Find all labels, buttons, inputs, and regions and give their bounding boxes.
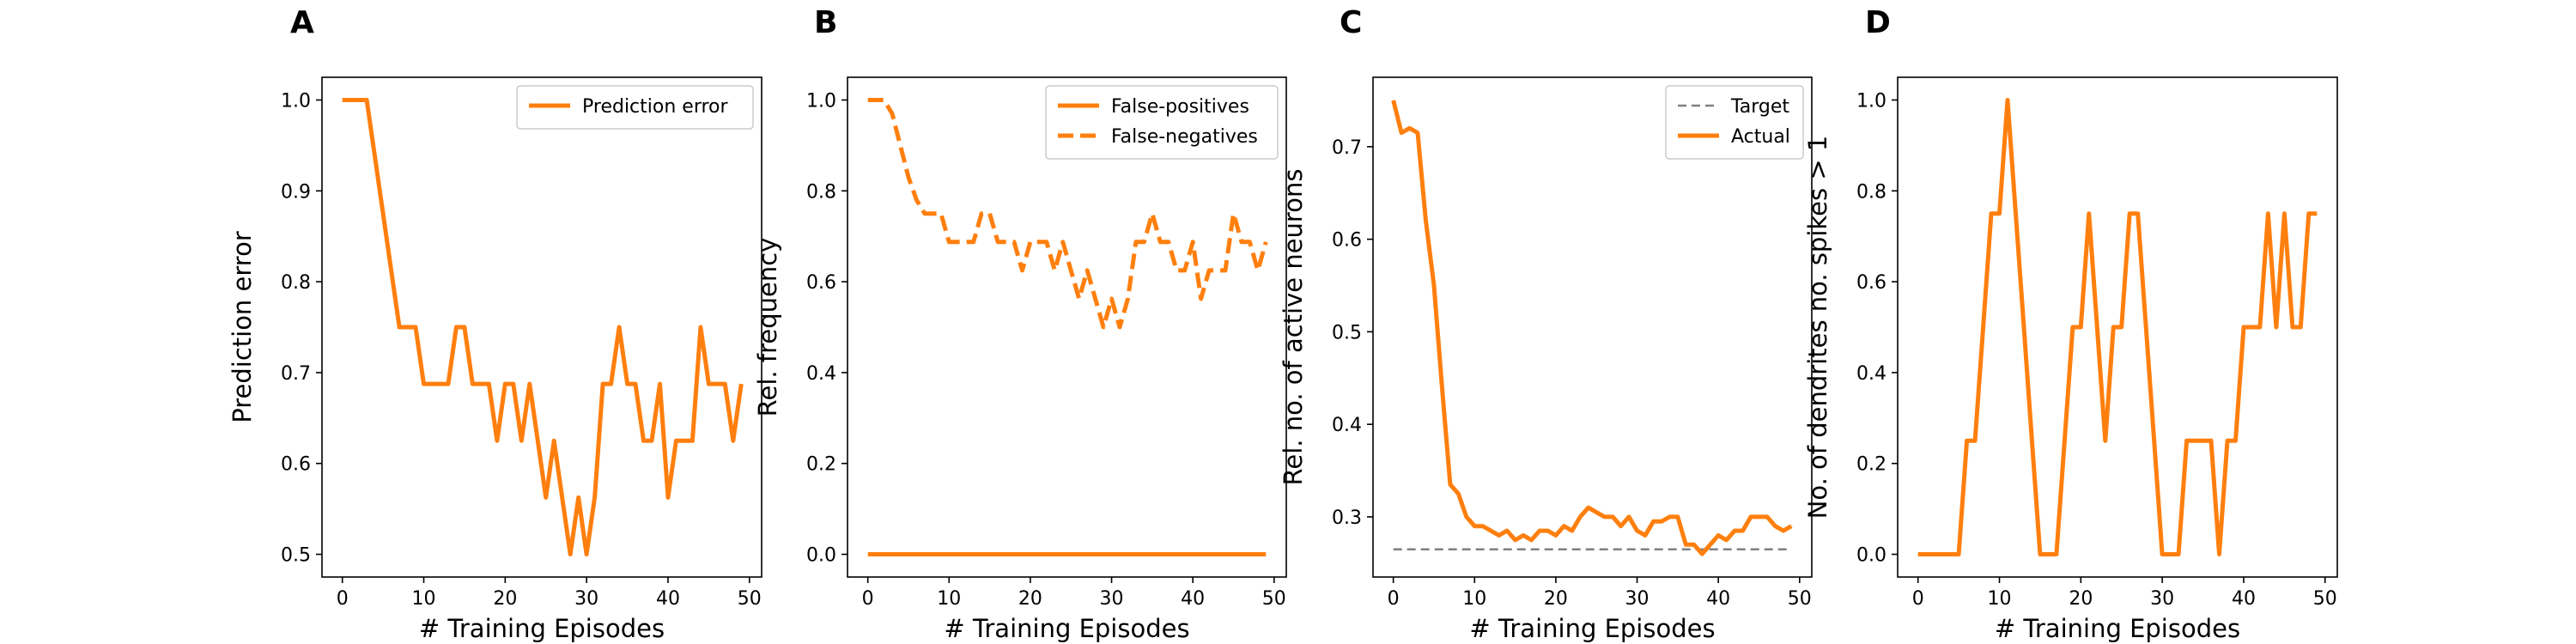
series-line-0 <box>1917 98 2318 556</box>
series-line-1 <box>1391 100 1793 556</box>
y-tick-label: 0.8 <box>281 272 311 294</box>
y-tick-label: 0.4 <box>806 363 836 385</box>
y-tick-label: 0.5 <box>281 545 311 567</box>
y-tick-label: 0.6 <box>806 272 836 294</box>
x-axis-label: # Training Episodes <box>944 614 1189 643</box>
y-tick-label: 0.8 <box>806 181 836 203</box>
y-tick-label: 0.7 <box>281 363 311 385</box>
x-tick-label: 20 <box>1018 588 1042 610</box>
series-line-0 <box>342 98 744 556</box>
y-tick-label: 1.0 <box>806 90 836 112</box>
y-tick-label: 0.2 <box>1856 454 1886 476</box>
y-tick-label: 0.9 <box>281 181 311 203</box>
y-tick-label: 0.6 <box>1856 272 1886 294</box>
y-tick-label: 0.7 <box>1332 137 1362 159</box>
series-line-1 <box>867 98 1268 330</box>
y-tick-label: 0.0 <box>1856 545 1886 567</box>
y-tick-label: 0.6 <box>281 454 311 476</box>
legend: False-positives False-negatives <box>1045 85 1279 160</box>
x-tick-label: 40 <box>1706 588 1730 610</box>
x-tick-label: 50 <box>738 588 762 610</box>
y-tick-label: 0.4 <box>1856 363 1886 385</box>
x-tick-label: 0 <box>1388 588 1400 610</box>
x-axis-label: # Training Episodes <box>1469 614 1715 643</box>
y-tick-label: 1.0 <box>1856 90 1886 112</box>
x-tick-label: 50 <box>1262 588 1286 610</box>
legend-label: Prediction error <box>582 96 728 118</box>
x-axis-label: # Training Episodes <box>1995 614 2240 643</box>
axes-frame <box>1372 76 1813 578</box>
legend-label: False-positives <box>1111 96 1249 118</box>
legend: Prediction error <box>516 85 754 130</box>
legend-box <box>1045 85 1279 160</box>
legend-label: False-negatives <box>1111 126 1258 148</box>
axes-frame <box>321 76 762 578</box>
y-axis-label: Rel. frequency <box>753 238 782 417</box>
axes-frame <box>847 76 1287 578</box>
y-axis-label: Prediction error <box>228 231 257 423</box>
legend-label: Actual <box>1731 126 1790 148</box>
y-tick-label: 0.3 <box>1332 507 1362 529</box>
y-tick-label: 0.0 <box>806 545 836 567</box>
x-tick-label: 40 <box>656 588 680 610</box>
legend: Target Actual <box>1665 85 1804 160</box>
x-tick-label: 30 <box>1100 588 1124 610</box>
legend-box <box>516 85 754 130</box>
panel-letter: B <box>814 5 837 40</box>
legend-label: Target <box>1730 96 1789 118</box>
y-tick-label: 1.0 <box>281 90 311 112</box>
x-tick-label: 40 <box>2232 588 2256 610</box>
x-tick-label: 0 <box>862 588 874 610</box>
x-tick-label: 10 <box>1462 588 1486 610</box>
x-tick-label: 40 <box>1181 588 1205 610</box>
x-tick-label: 20 <box>493 588 517 610</box>
x-tick-label: 50 <box>2313 588 2337 610</box>
x-tick-label: 10 <box>412 588 436 610</box>
panel-letter: A <box>290 5 314 40</box>
y-tick-label: 0.6 <box>1332 230 1362 252</box>
chart-panel-d: D 0 10 20 30 40 50 0.0 0.2 0.4 0.6 0.8 1.0 # Training… <box>1803 5 2338 643</box>
y-tick-label: 0.5 <box>1332 322 1362 343</box>
y-tick-label: 0.4 <box>1332 415 1362 436</box>
x-tick-label: 0 <box>337 588 349 610</box>
x-tick-label: 20 <box>1544 588 1568 610</box>
legend-box <box>1665 85 1804 160</box>
x-tick-label: 30 <box>1625 588 1649 610</box>
x-tick-label: 30 <box>574 588 598 610</box>
axes-frame <box>1897 76 2338 578</box>
y-tick-label: 0.2 <box>806 454 836 476</box>
chart-panel-a: A 0 10 20 30 40 50 0.5 0.6 0.7 0.8 0.9 1.0 # Training… <box>228 5 762 643</box>
y-axis-label: No. of dendrites no. spikes > 1 <box>1803 136 1832 519</box>
x-tick-label: 50 <box>1788 588 1812 610</box>
y-axis-label: Rel. no. of active neurons <box>1279 169 1308 486</box>
chart-panel-b: B 0 10 20 30 40 50 0.0 0.2 0.4 0.6 0.8 1.0 # Training… <box>753 5 1287 643</box>
y-tick-label: 0.8 <box>1856 181 1886 203</box>
x-tick-label: 10 <box>937 588 961 610</box>
x-tick-label: 30 <box>2150 588 2174 610</box>
x-axis-label: # Training Episodes <box>419 614 665 643</box>
x-tick-label: 0 <box>1912 588 1924 610</box>
panel-letter: D <box>1865 5 1891 40</box>
x-tick-label: 20 <box>2069 588 2093 610</box>
chart-panel-c: C 0 10 20 30 40 50 0.3 0.4 0.5 0.6 0.7 # Training Ep… <box>1279 5 1813 643</box>
panel-letter: C <box>1340 5 1362 40</box>
x-tick-label: 10 <box>1988 588 2012 610</box>
